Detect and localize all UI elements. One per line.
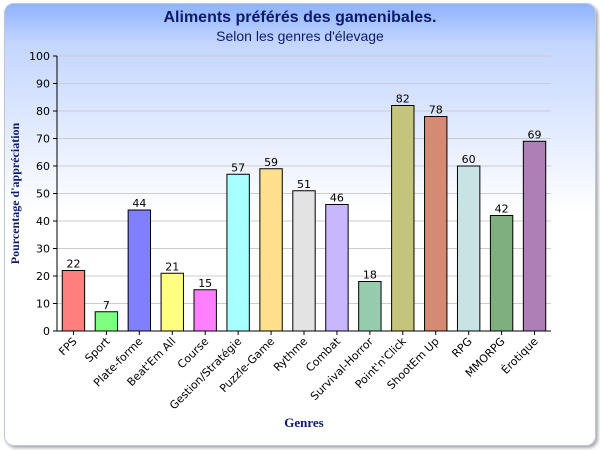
bar [259,168,283,332]
bar-value-label: 60 [462,153,476,166]
bar-value-label: 15 [198,277,212,290]
bar [127,209,152,332]
bar-value-label: 51 [297,178,311,191]
bar-value-label: 59 [264,156,278,169]
bar [391,105,415,332]
bar-value-label: 22 [66,258,80,271]
y-tick-label: 50 [36,188,50,201]
bar-value-label: 44 [132,197,146,210]
y-tick-label: 60 [36,160,50,173]
x-tick-label: Sport [82,334,113,365]
chart-subtitle: Selon les genres d'élevage [216,28,384,44]
chart-title: Aliments préférés des gamenibales. [163,9,437,26]
bar [456,165,481,332]
y-tick-label: 40 [36,215,50,228]
x-tick-label: Rythme [271,335,310,374]
axes [53,55,551,335]
y-tick-label: 100 [29,50,50,63]
bar [193,289,217,332]
bar-chart: 010203040506070809010022FPS7Sport44Plate… [8,50,551,430]
bar-value-label: 18 [363,269,377,282]
y-tick-label: 80 [36,105,50,118]
y-tick-label: 30 [36,243,50,256]
bar-value-label: 69 [528,128,542,141]
bar [292,190,316,332]
bar [226,173,250,332]
bar [489,215,514,332]
y-axis-label: Pourcentage d'appréciation [8,122,22,264]
bar-value-label: 57 [231,161,245,174]
bar-value-label: 21 [165,260,179,273]
x-axis-label: Genres [284,415,323,430]
y-tick-label: 90 [36,78,50,91]
bar [94,311,119,332]
bar [522,140,547,332]
bar-value-label: 82 [396,93,410,106]
x-tick-label: FPS [56,335,79,358]
bar-value-label: 42 [495,203,509,216]
bars [61,105,547,332]
x-tick-label: RPG [449,335,474,360]
bar [61,270,86,332]
bar [160,272,184,332]
y-tick-label: 20 [36,270,50,283]
bar-value-label: 7 [103,299,110,312]
bar-value-label: 78 [429,104,443,117]
bar [325,204,349,332]
y-tick-label: 10 [36,298,50,311]
y-tick-label: 70 [36,133,50,146]
y-tick-label: 0 [43,325,50,338]
chart-frame: Aliments préférés des gamenibales. Selon… [4,3,596,446]
bar [424,116,448,332]
bar [358,281,382,332]
bar-value-label: 46 [330,192,344,205]
x-tick-label: Érotique [499,335,541,377]
